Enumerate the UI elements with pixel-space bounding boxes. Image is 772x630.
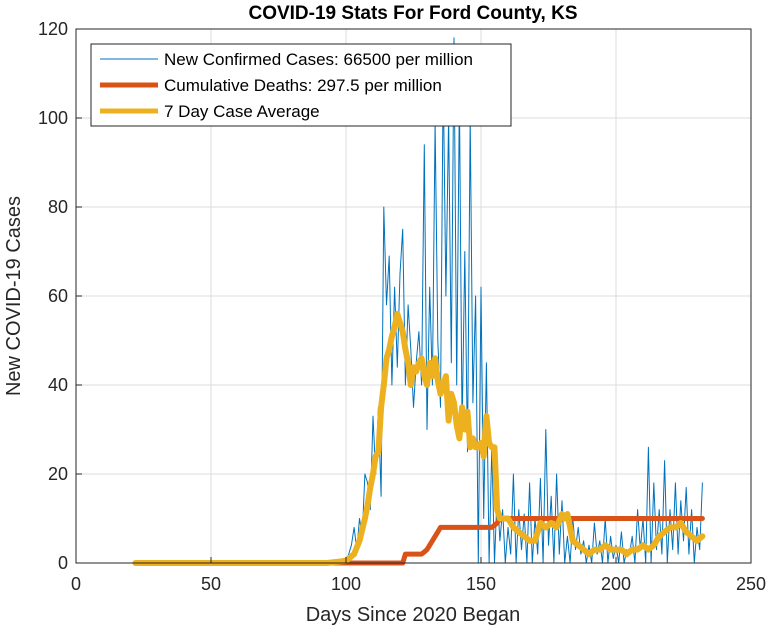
y-tick-label: 20	[48, 464, 68, 484]
y-tick-label: 40	[48, 375, 68, 395]
y-tick-label: 80	[48, 197, 68, 217]
y-axis-label: New COVID-19 Cases	[3, 196, 25, 396]
legend-label-new-cases: New Confirmed Cases: 66500 per million	[164, 50, 473, 69]
legend: New Confirmed Cases: 66500 per million C…	[90, 43, 512, 127]
x-tick-label: 50	[201, 574, 221, 594]
series-7day-average	[132, 310, 706, 566]
x-tick-label: 150	[466, 574, 496, 594]
y-tick-label: 60	[48, 286, 68, 306]
series-cumulative-deaths	[132, 516, 705, 566]
legend-label-deaths: Cumulative Deaths: 297.5 per million	[164, 76, 442, 95]
x-tick-label: 100	[331, 574, 361, 594]
y-tick-label: 0	[58, 553, 68, 573]
x-tick-label: 0	[71, 574, 81, 594]
series-new-cases	[134, 37, 703, 564]
y-tick-label: 120	[38, 19, 68, 39]
series-layer	[132, 37, 706, 566]
y-tick-label: 100	[38, 108, 68, 128]
legend-label-avg: 7 Day Case Average	[164, 102, 320, 121]
x-axis-label: Days Since 2020 Began	[306, 604, 521, 626]
legend-box	[90, 43, 512, 127]
chart-title: COVID-19 Stats For Ford County, KS	[248, 3, 577, 24]
x-tick-label: 250	[736, 574, 766, 594]
ticks: 0 50 100 150 200 250 0 20 40 60 80 100 120	[38, 19, 766, 594]
x-tick-label: 200	[601, 574, 631, 594]
